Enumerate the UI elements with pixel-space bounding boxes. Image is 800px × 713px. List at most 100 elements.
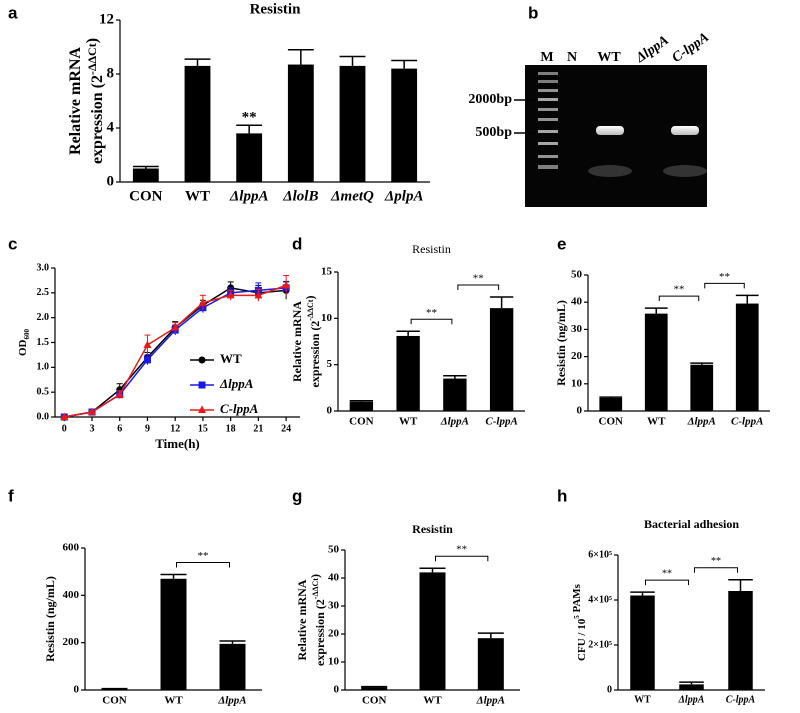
label-run: ) bbox=[308, 574, 322, 578]
series-line bbox=[64, 287, 287, 418]
gel-image bbox=[525, 65, 707, 207]
bar bbox=[396, 335, 420, 411]
y-axis-label: Resistin (ng/mL) bbox=[554, 300, 568, 386]
marker-label: 2000bp bbox=[468, 92, 512, 107]
y-tick-label: 4×10⁵ bbox=[588, 594, 612, 605]
bar bbox=[599, 397, 623, 411]
bar bbox=[219, 643, 246, 690]
significance: ** bbox=[198, 550, 209, 562]
y-tick-label: 40 bbox=[571, 296, 583, 308]
y-tick-label: 1.0 bbox=[37, 362, 50, 373]
panel-letter: h bbox=[557, 486, 567, 505]
bar bbox=[419, 572, 446, 690]
bar bbox=[132, 168, 159, 182]
y-tick-label: 0 bbox=[74, 684, 80, 696]
panel-letter: a bbox=[8, 3, 18, 22]
legend-marker bbox=[198, 405, 206, 413]
y-tick-label: 20 bbox=[328, 628, 340, 640]
significance-bracket bbox=[704, 282, 745, 289]
y-tick-label: 2.0 bbox=[37, 312, 50, 323]
bar bbox=[391, 68, 418, 182]
label-sub: 600 bbox=[23, 329, 31, 340]
y-axis-label: expression (2-ΔΔCt) bbox=[308, 574, 327, 666]
x-tick-label: WT bbox=[185, 188, 210, 204]
x-tick-label: 15 bbox=[198, 423, 208, 434]
label-run: expression (2 bbox=[308, 321, 322, 388]
x-tick-label: ΔlppA bbox=[217, 695, 246, 707]
label-run: ) bbox=[303, 296, 317, 300]
chart-title: Bacterial adhesion bbox=[644, 517, 739, 531]
label-sup: -ΔΔCt bbox=[311, 578, 320, 599]
legend-marker bbox=[198, 381, 206, 389]
label-run: Resistin (ng/mL) bbox=[554, 300, 568, 386]
x-tick-label: WT bbox=[423, 695, 442, 707]
significance: ** bbox=[719, 271, 730, 283]
x-tick-label: WT bbox=[164, 695, 183, 707]
ladder bbox=[538, 72, 558, 169]
x-tick-label: WT bbox=[647, 416, 666, 428]
point bbox=[171, 323, 180, 331]
y-tick-label: 10 bbox=[321, 312, 333, 324]
primer-dimer bbox=[588, 165, 632, 177]
label-run: expression (2 bbox=[89, 75, 106, 164]
point bbox=[254, 290, 263, 299]
y-tick-label: 5 bbox=[327, 358, 333, 370]
bar bbox=[489, 308, 514, 411]
bar bbox=[477, 638, 504, 690]
lane-label: WT bbox=[597, 50, 621, 65]
point bbox=[143, 356, 151, 364]
y-axis-label: OD600 bbox=[17, 329, 31, 357]
lane-label: C-lppA bbox=[670, 30, 712, 66]
label-sup: -ΔΔCt bbox=[306, 299, 315, 320]
x-tick-label: 0 bbox=[62, 423, 67, 434]
y-tick-label: 30 bbox=[328, 600, 340, 612]
x-tick-label: 3 bbox=[89, 423, 94, 434]
x-tick-label: 18 bbox=[226, 423, 236, 434]
x-tick-label: ΔlolB bbox=[282, 188, 318, 204]
label-sup: -ΔΔCt bbox=[85, 43, 99, 75]
y-tick-label: 10 bbox=[328, 656, 340, 668]
x-axis-label: Time(h) bbox=[155, 436, 200, 451]
x-tick-label: ΔlppA bbox=[476, 695, 505, 707]
y-axis-label: Relative mRNA bbox=[295, 579, 309, 660]
bar bbox=[443, 378, 467, 411]
y-tick-label: 0 bbox=[334, 684, 340, 696]
label-run: Relative mRNA bbox=[67, 47, 84, 155]
y-tick-label: 6×10⁵ bbox=[588, 549, 612, 560]
y-tick-label: 20 bbox=[571, 350, 583, 362]
x-tick-label: CON bbox=[349, 416, 374, 428]
y-tick-label: 0 bbox=[577, 405, 583, 417]
bar bbox=[679, 684, 704, 690]
significance: ** bbox=[473, 273, 484, 285]
y-tick-label: 30 bbox=[571, 323, 583, 335]
gel-band bbox=[671, 126, 699, 135]
bar bbox=[735, 303, 759, 411]
x-tick-label: 24 bbox=[281, 423, 291, 434]
significance: ** bbox=[242, 110, 257, 126]
point bbox=[115, 390, 124, 398]
bar bbox=[339, 65, 366, 182]
label-run: PAMs bbox=[571, 583, 583, 615]
x-tick-label: WT bbox=[634, 694, 651, 705]
x-tick-label: ΔlppA bbox=[440, 416, 469, 428]
x-tick-label: C-lppA bbox=[731, 416, 763, 428]
bar bbox=[644, 313, 668, 411]
y-tick-label: 3.0 bbox=[37, 262, 50, 273]
legend-label: C-lppA bbox=[220, 401, 259, 416]
significance-bracket bbox=[410, 318, 453, 325]
bar bbox=[287, 64, 314, 182]
significance-bracket bbox=[658, 295, 700, 302]
chart-title: Resistin bbox=[412, 242, 451, 256]
y-tick-label: 2×10⁵ bbox=[588, 639, 612, 650]
significance-bracket bbox=[645, 579, 689, 586]
y-tick-label: 50 bbox=[571, 269, 583, 281]
x-tick-label: ΔlppA bbox=[229, 188, 269, 204]
lane-label: M bbox=[540, 50, 553, 65]
bar bbox=[101, 688, 128, 690]
x-tick-label: 6 bbox=[117, 423, 122, 434]
legend-marker bbox=[198, 356, 206, 364]
legend-label: ΔlppA bbox=[219, 376, 254, 391]
point bbox=[143, 340, 152, 348]
x-tick-label: 9 bbox=[145, 423, 150, 434]
